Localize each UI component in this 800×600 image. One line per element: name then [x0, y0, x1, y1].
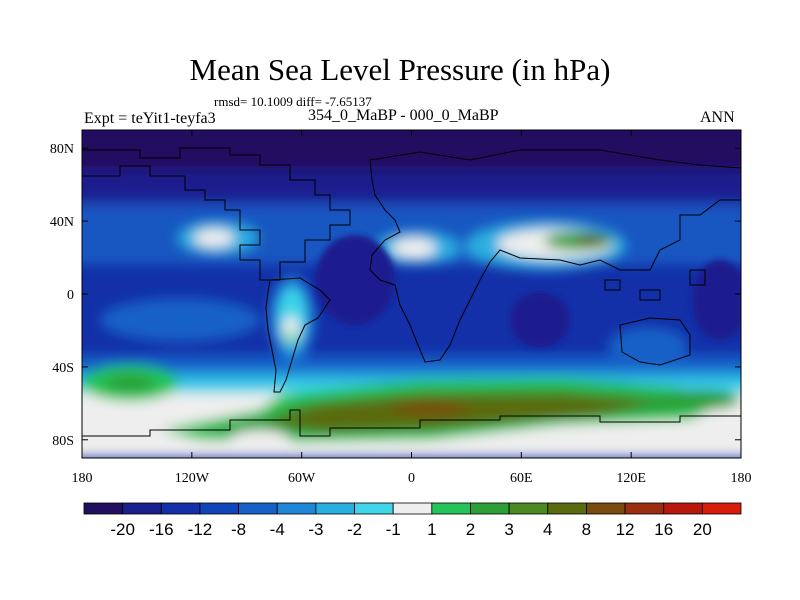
colorbar-label: 3 [504, 520, 513, 539]
colorbar-swatch [392, 502, 433, 515]
colorbar-swatch [586, 502, 626, 515]
south-pacific-field [100, 298, 260, 342]
y-tick-label: 80N [50, 142, 74, 157]
asia-high-core [576, 234, 608, 246]
colorbar-swatch [199, 502, 239, 515]
arctic-low-region [82, 130, 741, 178]
colorbar-swatch [160, 502, 201, 515]
atlantic-low [315, 235, 395, 325]
colorbar-swatch [83, 502, 124, 515]
x-tick-label: 120W [175, 471, 210, 486]
high-band-core [390, 402, 470, 414]
x-tick-label: 120E [616, 471, 646, 486]
subarctic-low-region [82, 170, 741, 200]
colorbar-label: -1 [386, 520, 401, 539]
high-band-olive [270, 395, 650, 432]
coastline-pacific-islands [604, 269, 706, 301]
colorbar: -20 -16 -12 -8 -4 -3 -2 -1 1 2 3 4 8 12 16 20 [83, 502, 742, 539]
period-label: 354_0_MaBP - 000_0_MaBP [308, 107, 499, 124]
colorbar-label: 4 [543, 520, 552, 539]
white-patch-east [540, 435, 660, 455]
colorbar-label: 2 [466, 520, 475, 539]
colorbar-swatch [547, 502, 587, 515]
colorbar-label: 20 [693, 520, 712, 539]
coastline-eurasia-africa [369, 149, 741, 363]
green-cell-inner [104, 375, 156, 391]
colorbar-label: -16 [149, 520, 174, 539]
x-tick-label: 180 [72, 471, 93, 486]
colorbar-label: 12 [616, 520, 635, 539]
x-tick-label: 60E [510, 471, 533, 486]
colorbar-swatch [701, 502, 742, 515]
pressure-field [82, 130, 741, 458]
west-pacific-low [692, 260, 741, 340]
colorbar-swatch [122, 502, 162, 515]
colorbar-label: -4 [270, 520, 285, 539]
colorbar-swatch [276, 502, 317, 515]
colorbar-label: -20 [110, 520, 135, 539]
colorbar-label: -3 [308, 520, 323, 539]
x-tick-label: 60W [288, 471, 316, 486]
indian-ocean-low [510, 292, 570, 348]
southern-band-blue [82, 355, 741, 377]
colorbar-swatch [508, 502, 549, 515]
north-africa-inner [392, 238, 436, 258]
colorbar-label: -2 [347, 520, 362, 539]
south-america-green [287, 331, 295, 343]
australia-field [608, 327, 688, 363]
coastline-south-america [265, 277, 331, 393]
pressure-map [82, 130, 741, 458]
x-axis: 180 120W 60W 0 60E 120E 180 [72, 130, 752, 486]
season-label: ANN [700, 109, 735, 126]
colorbar-label: 8 [582, 520, 591, 539]
continent-outlines [82, 147, 741, 437]
colorbar-label: 16 [654, 520, 673, 539]
experiment-label: Expt = teYit1-teyfa3 [84, 110, 216, 127]
y-tick-label: 40S [52, 361, 74, 376]
colorbar-swatch [431, 502, 471, 515]
chart-title: Mean Sea Level Pressure (in hPa) [189, 52, 611, 87]
dark-lows [315, 235, 741, 348]
coastline-north-america [82, 147, 351, 281]
colorbar-swatch [663, 502, 703, 515]
colorbar-label: 1 [427, 520, 436, 539]
y-tick-label: 0 [67, 288, 74, 303]
colorbar-swatch [315, 502, 355, 515]
colorbar-swatch [470, 502, 510, 515]
y-tick-label: 80S [52, 434, 74, 449]
white-patch-west [230, 430, 290, 450]
north-america-inner [194, 229, 234, 247]
y-axis: 80N 40N 0 40S 80S [50, 142, 741, 449]
colorbar-label: -12 [188, 520, 213, 539]
x-tick-label: 0 [408, 471, 415, 486]
stats-label: rmsd= 10.1009 diff= -7.65137 [214, 94, 372, 109]
colorbar-swatch [354, 502, 394, 515]
coastline-australia [619, 317, 691, 366]
x-tick-label: 180 [731, 471, 752, 486]
colorbar-label: -8 [231, 520, 246, 539]
y-tick-label: 40N [50, 215, 74, 230]
east-green-patch [660, 390, 740, 410]
colorbar-swatch [238, 502, 278, 515]
coastline-antarctica [82, 409, 741, 437]
colorbar-swatch [624, 502, 665, 515]
